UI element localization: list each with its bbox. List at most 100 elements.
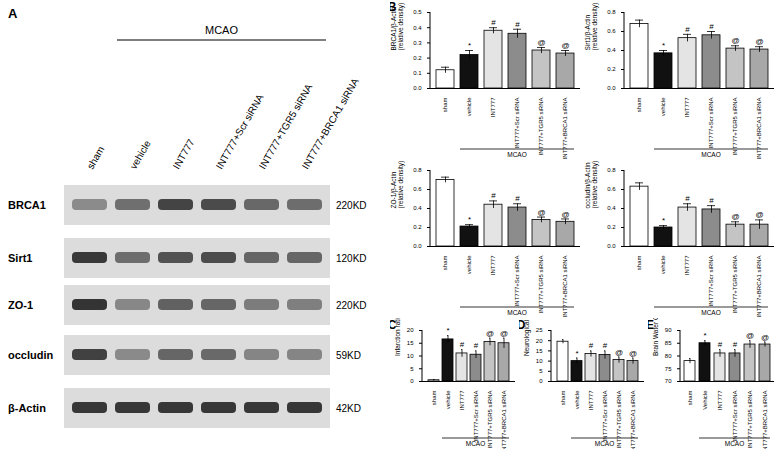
svg-text:BRCA1: BRCA1 (8, 199, 46, 211)
svg-text:#: # (460, 340, 465, 349)
svg-text:*: * (662, 41, 665, 50)
svg-text:INT777+Scr siRNA: INT777+Scr siRNA (514, 98, 520, 149)
svg-text:INT777: INT777 (490, 97, 496, 117)
svg-text:0.0: 0.0 (607, 243, 616, 249)
svg-text:vehicle: vehicle (660, 255, 666, 274)
svg-text:220KD: 220KD (336, 300, 367, 311)
svg-text:0.4: 0.4 (607, 47, 616, 53)
svg-text:@: @ (755, 210, 763, 219)
svg-text:B: B (390, 0, 397, 14)
svg-text:Vehicle: Vehicle (702, 390, 708, 410)
svg-text:0.4: 0.4 (413, 25, 422, 31)
svg-text:@: @ (500, 329, 508, 338)
svg-text:0.1: 0.1 (413, 70, 422, 76)
svg-text:#: # (685, 25, 690, 34)
svg-text:*: * (662, 216, 665, 225)
svg-text:INT777+TGR5 siRNA: INT777+TGR5 siRNA (538, 256, 544, 314)
svg-text:@: @ (561, 41, 569, 50)
svg-text:@: @ (761, 333, 769, 342)
svg-text:sham: sham (636, 255, 642, 270)
svg-text:β-Actin: β-Actin (8, 402, 46, 414)
svg-text:vehicle: vehicle (128, 138, 153, 171)
svg-text:INT777+Scr siRNA: INT777+Scr siRNA (214, 92, 266, 171)
svg-text:#: # (589, 341, 594, 350)
svg-text:sham: sham (431, 390, 437, 405)
svg-text:MCAO: MCAO (205, 24, 238, 36)
svg-text:10: 10 (536, 358, 543, 364)
svg-text:0.6: 0.6 (607, 28, 616, 34)
svg-text:INT777+BRCA1 siRNA: INT777+BRCA1 siRNA (762, 391, 768, 449)
svg-text:@: @ (486, 329, 494, 338)
svg-text:0.0: 0.0 (413, 85, 422, 91)
svg-text:10: 10 (407, 353, 414, 359)
svg-text:@: @ (561, 210, 569, 219)
svg-text:25: 25 (536, 327, 543, 333)
svg-text:0.0: 0.0 (607, 85, 616, 91)
svg-text:sham: sham (560, 390, 566, 405)
svg-text:INT777+Scr siRNA: INT777+Scr siRNA (732, 391, 738, 442)
svg-text:20: 20 (407, 327, 414, 333)
svg-text:INT777: INT777 (717, 390, 723, 410)
svg-text:MCAO: MCAO (507, 151, 527, 158)
svg-text:@: @ (615, 348, 623, 357)
svg-text:@: @ (731, 212, 739, 221)
svg-text:INT777: INT777 (588, 390, 594, 410)
svg-text:#: # (685, 194, 690, 203)
svg-text:INT777+Scr siRNA: INT777+Scr siRNA (473, 391, 479, 442)
svg-text:INT777+TGR5 siRNA: INT777+TGR5 siRNA (538, 98, 544, 156)
svg-text:0.3: 0.3 (413, 40, 422, 46)
svg-text:INT777: INT777 (684, 255, 690, 275)
svg-text:75: 75 (665, 366, 672, 372)
svg-text:0.8: 0.8 (607, 9, 616, 15)
svg-text:0.0: 0.0 (413, 243, 422, 249)
svg-text:#: # (718, 340, 723, 349)
svg-text:0.5: 0.5 (413, 9, 422, 15)
svg-text:59KD: 59KD (336, 350, 361, 361)
svg-text:INT777+BRCA1 siRNA: INT777+BRCA1 siRNA (300, 76, 361, 171)
svg-text:E: E (648, 318, 654, 332)
svg-text:*: * (468, 215, 471, 224)
svg-text:D: D (519, 318, 526, 332)
svg-text:Sirt1/β-Actin(relative density: Sirt1/β-Actin(relative density) (584, 3, 599, 51)
svg-text:0: 0 (539, 378, 543, 384)
svg-text:ZO-1: ZO-1 (8, 299, 33, 311)
svg-text:INT777+BRCA1 siRNA: INT777+BRCA1 siRNA (630, 391, 636, 449)
svg-text:MCAO: MCAO (466, 440, 486, 447)
svg-text:#: # (474, 341, 479, 350)
svg-text:*: * (575, 349, 578, 358)
svg-text:sham: sham (85, 144, 107, 171)
svg-text:@: @ (629, 349, 637, 358)
svg-text:85: 85 (665, 340, 672, 346)
svg-text:@: @ (537, 208, 545, 217)
svg-text:80: 80 (665, 353, 672, 359)
svg-text:INT777+Scr siRNA: INT777+Scr siRNA (514, 256, 520, 307)
svg-text:ZO-1/β-Actin(relative density): ZO-1/β-Actin(relative density) (390, 161, 405, 209)
svg-text:@: @ (746, 331, 754, 340)
svg-text:sham: sham (636, 97, 642, 112)
svg-text:*: * (446, 326, 449, 335)
svg-text:#: # (491, 18, 496, 27)
svg-text:0.2: 0.2 (413, 55, 422, 61)
svg-text:5: 5 (539, 368, 543, 374)
svg-text:sham: sham (442, 97, 448, 112)
svg-text:#: # (515, 194, 520, 203)
svg-text:@: @ (755, 37, 763, 46)
svg-text:120KD: 120KD (336, 253, 367, 264)
svg-text:vehicle: vehicle (445, 390, 451, 409)
svg-text:0.6: 0.6 (607, 186, 616, 192)
svg-text:INT777: INT777 (459, 390, 465, 410)
svg-text:sham: sham (442, 255, 448, 270)
svg-text:#: # (709, 22, 714, 31)
svg-text:MCAO: MCAO (507, 309, 527, 316)
svg-text:MCAO: MCAO (595, 440, 615, 447)
svg-text:*: * (703, 331, 706, 340)
svg-text:0.2: 0.2 (413, 224, 422, 230)
svg-text:A: A (8, 6, 18, 21)
svg-text:0.2: 0.2 (607, 224, 616, 230)
svg-text:20: 20 (536, 338, 543, 344)
svg-text:0: 0 (410, 378, 414, 384)
svg-text:15: 15 (536, 348, 543, 354)
svg-text:INT777: INT777 (490, 255, 496, 275)
svg-text:occludin/β-Actin(relative dens: occludin/β-Actin(relative density) (584, 161, 599, 209)
svg-text:INT777+Scr siRNA: INT777+Scr siRNA (708, 98, 714, 149)
